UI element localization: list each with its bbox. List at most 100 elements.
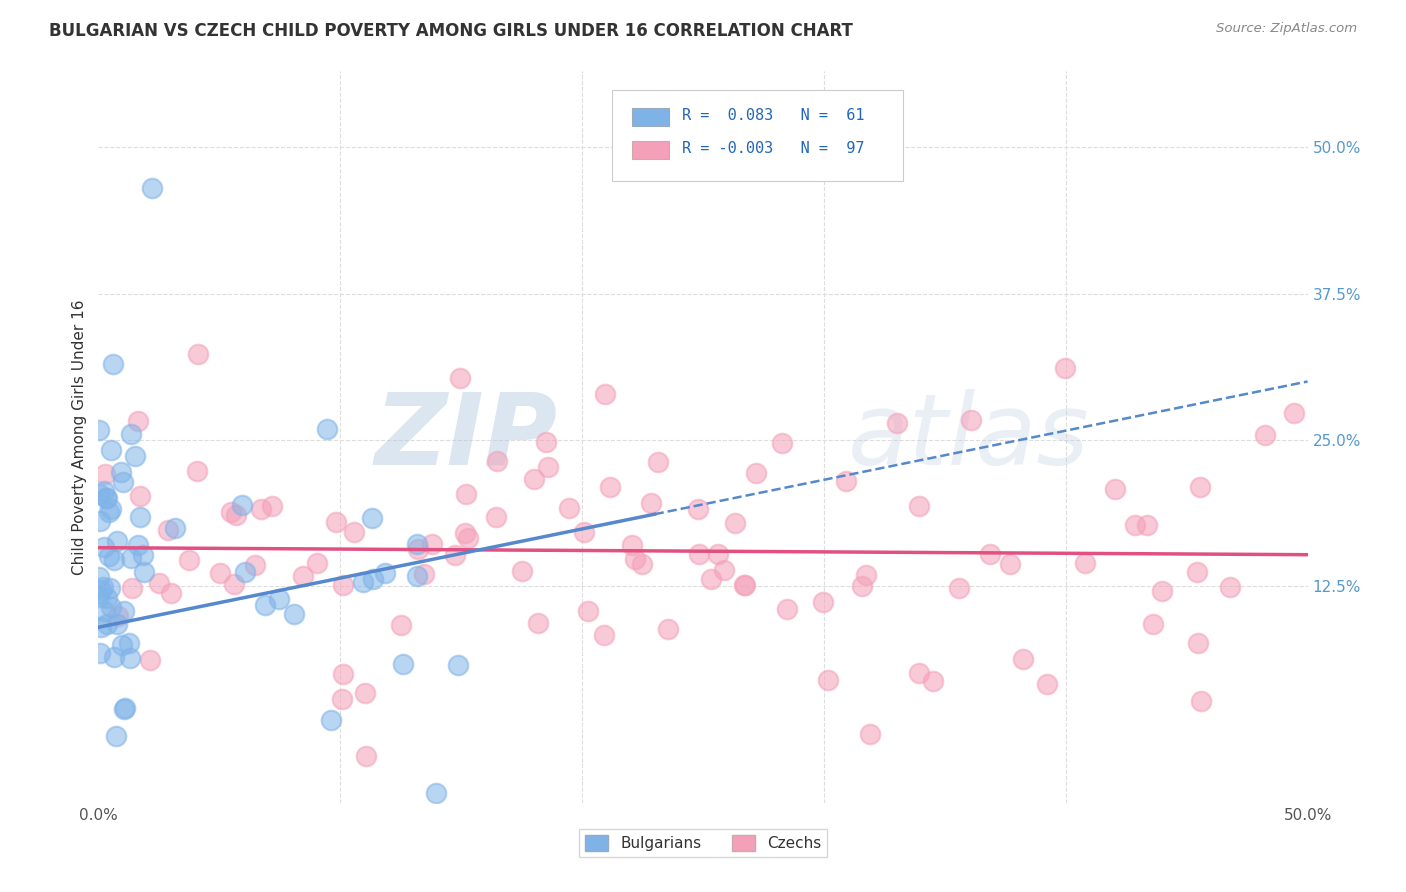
Point	[454, 525, 477, 540]
Point	[776, 602, 799, 616]
Point	[177, 552, 200, 566]
Point	[111, 638, 134, 652]
Point	[1219, 580, 1241, 594]
Point	[260, 499, 283, 513]
Text: atlas: atlas	[848, 389, 1090, 485]
Point	[97, 505, 120, 519]
Point	[526, 616, 548, 631]
Point	[354, 749, 377, 764]
Point	[121, 581, 143, 595]
Point	[132, 548, 155, 562]
Point	[389, 617, 412, 632]
Point	[599, 480, 621, 494]
Point	[90, 582, 112, 597]
Point	[998, 557, 1021, 571]
Point	[406, 542, 429, 557]
Point	[250, 501, 273, 516]
Point	[120, 426, 142, 441]
Point	[1136, 517, 1159, 532]
Point	[412, 567, 434, 582]
Point	[558, 501, 581, 516]
Point	[657, 622, 679, 636]
Point	[1187, 636, 1209, 650]
Point	[1150, 583, 1173, 598]
Point	[103, 553, 125, 567]
Point	[855, 568, 877, 582]
Point	[231, 499, 253, 513]
Point	[1188, 480, 1211, 494]
Point	[112, 702, 135, 716]
Point	[105, 617, 128, 632]
Point	[219, 505, 242, 519]
Point	[354, 686, 377, 700]
Point	[87, 423, 110, 437]
Point	[332, 578, 354, 592]
Point	[858, 727, 880, 741]
Point	[90, 620, 112, 634]
Point	[118, 636, 141, 650]
Point	[93, 540, 115, 554]
Point	[647, 455, 669, 469]
Point	[93, 580, 115, 594]
Point	[1254, 427, 1277, 442]
Point	[283, 607, 305, 621]
Point	[96, 617, 118, 632]
Point	[770, 435, 793, 450]
Point	[245, 558, 267, 572]
Point	[456, 487, 478, 501]
Point	[225, 508, 247, 522]
Point	[332, 667, 354, 681]
FancyBboxPatch shape	[631, 108, 669, 126]
Point	[851, 579, 873, 593]
Point	[425, 786, 447, 800]
Point	[392, 657, 415, 672]
Point	[1054, 361, 1077, 376]
Point	[700, 572, 723, 586]
Point	[457, 531, 479, 545]
Point	[141, 181, 163, 195]
Point	[186, 464, 208, 478]
Point	[291, 568, 314, 582]
Point	[325, 515, 347, 529]
Point	[129, 489, 152, 503]
Point	[523, 472, 546, 486]
Point	[321, 714, 343, 728]
Point	[89, 646, 111, 660]
Point	[103, 649, 125, 664]
Point	[811, 594, 834, 608]
Point	[267, 591, 290, 606]
Point	[707, 547, 730, 561]
Point	[124, 449, 146, 463]
Point	[979, 547, 1001, 561]
Point	[921, 673, 943, 688]
Point	[120, 551, 142, 566]
Point	[316, 422, 339, 436]
Point	[105, 730, 128, 744]
Point	[132, 566, 155, 580]
Point	[621, 538, 644, 552]
Point	[444, 548, 467, 562]
Point	[89, 514, 111, 528]
Point	[1282, 406, 1305, 420]
FancyBboxPatch shape	[631, 141, 669, 159]
Point	[100, 443, 122, 458]
Point	[233, 565, 256, 579]
Point	[96, 591, 118, 605]
Point	[127, 414, 149, 428]
Point	[1074, 556, 1097, 570]
Y-axis label: Child Poverty Among Girls Under 16: Child Poverty Among Girls Under 16	[72, 300, 87, 574]
Point	[948, 581, 970, 595]
Point	[160, 586, 183, 600]
Legend: Bulgarians, Czechs: Bulgarians, Czechs	[579, 830, 827, 857]
Text: R = -0.003   N =  97: R = -0.003 N = 97	[682, 141, 865, 156]
Point	[100, 502, 122, 516]
Point	[101, 357, 124, 371]
Point	[208, 566, 231, 580]
Point	[94, 491, 117, 505]
Point	[572, 525, 595, 540]
Point	[817, 673, 839, 688]
Point	[1036, 676, 1059, 690]
Point	[593, 386, 616, 401]
Point	[93, 484, 115, 499]
Point	[105, 534, 128, 549]
